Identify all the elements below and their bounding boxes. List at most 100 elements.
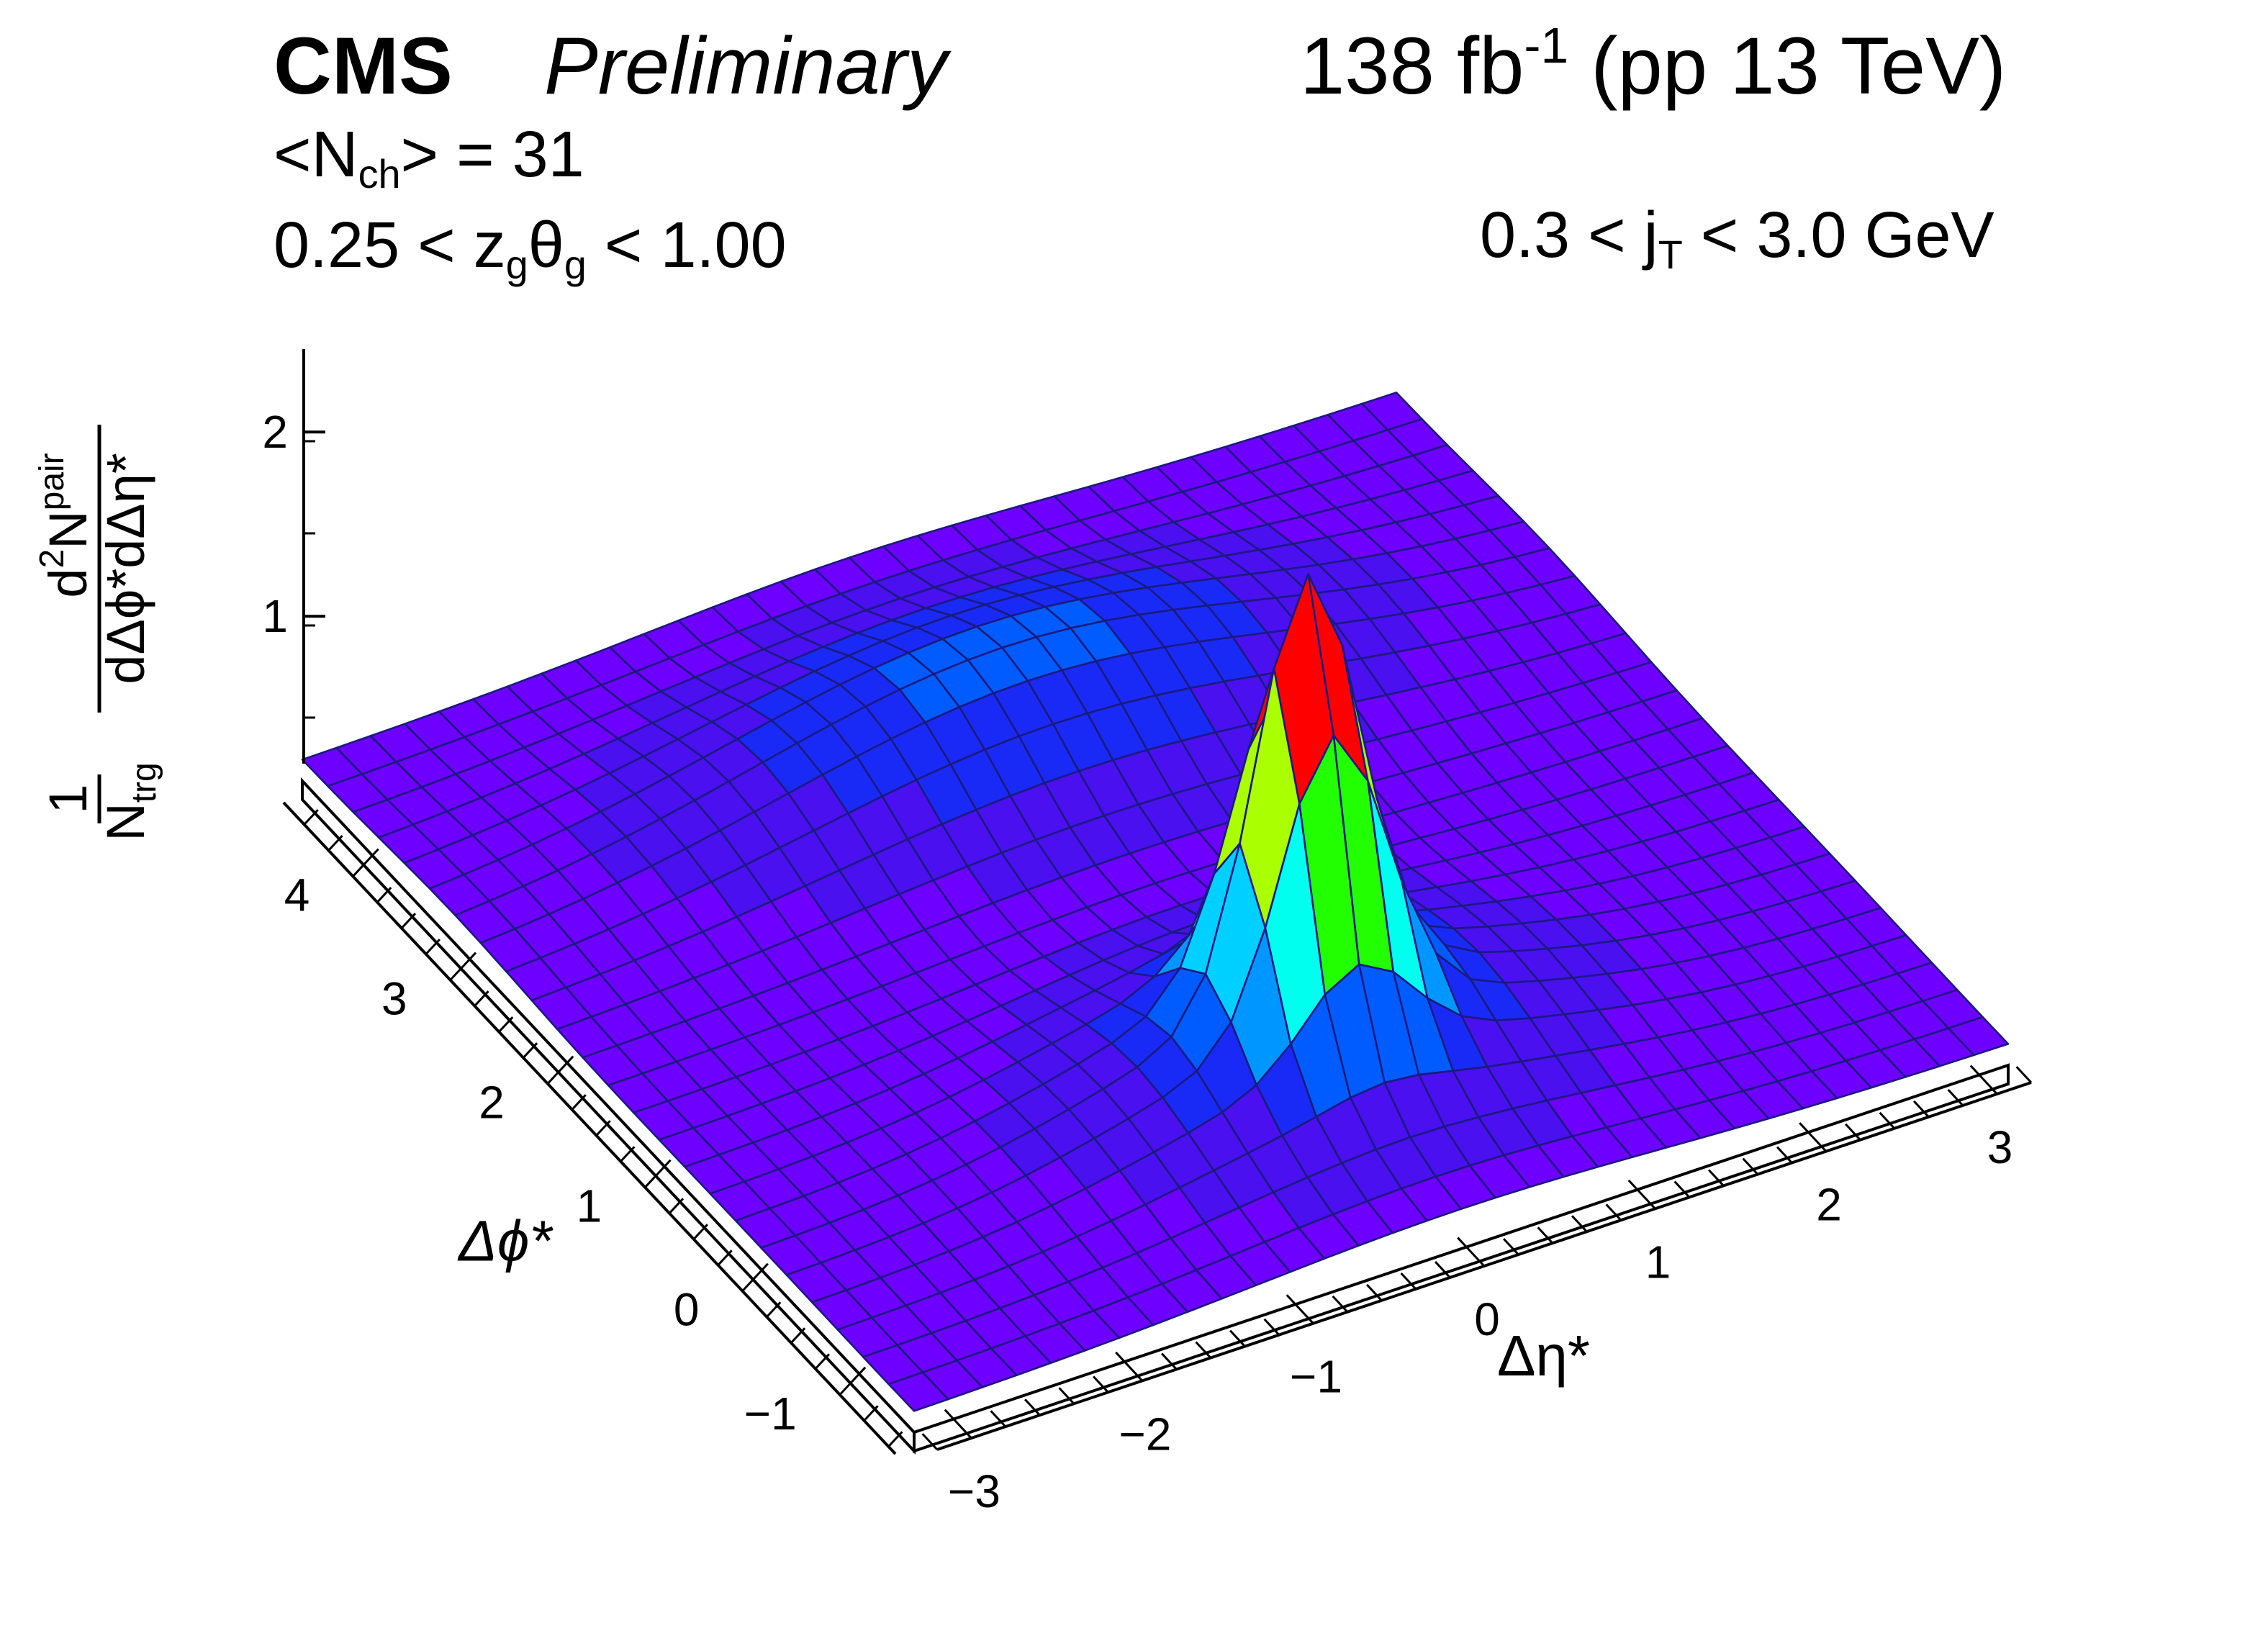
- eta-axis-minor-tick: [1366, 1283, 1383, 1301]
- eta-axis-minor-tick: [1093, 1375, 1109, 1393]
- eta-tick-label: −2: [1119, 1408, 1172, 1460]
- jt-range-low: 0.3 < j: [1480, 199, 1658, 271]
- eta-axis-minor-tick: [921, 1433, 939, 1451]
- eta-axis-minor-tick: [1537, 1226, 1554, 1244]
- jt-range-label: 0.3 < jT < 3.0 GeV: [1480, 203, 1994, 274]
- jt-range-sub: T: [1658, 231, 1683, 277]
- eta-axis-minor-tick: [1673, 1180, 1691, 1198]
- phi-tick-label: −1: [744, 1388, 797, 1440]
- eta-axis-minor-tick: [1776, 1146, 1793, 1164]
- groomed-range-theta: θ: [528, 209, 564, 281]
- eta-tick-label: −3: [948, 1465, 1000, 1517]
- phi-axis-minor-tick: [303, 809, 319, 826]
- phi-tick-label: 2: [479, 1077, 505, 1129]
- eta-axis-minor-tick: [1058, 1387, 1075, 1405]
- phi-axis-minor-tick: [790, 1327, 806, 1344]
- multiplicity-label: <Nch> = 31: [274, 122, 584, 194]
- multiplicity-open: <N: [274, 119, 358, 191]
- phi-axis-tick: [352, 848, 379, 877]
- phi-axis-minor-tick: [887, 1431, 903, 1447]
- phi-axis-minor-tick: [766, 1301, 782, 1318]
- eta-axis-minor-tick: [1332, 1295, 1349, 1313]
- phi-axis-minor-tick: [668, 1198, 685, 1214]
- eta-axis-minor-tick: [1605, 1203, 1622, 1221]
- surface-cell: [1947, 1016, 2010, 1057]
- eta-axis-minor-tick: [1024, 1398, 1041, 1416]
- phi-axis-tick: [644, 1159, 672, 1188]
- eta-axis-minor-tick: [1571, 1215, 1588, 1233]
- phi-tick-label: 4: [284, 869, 310, 921]
- multiplicity-close: > = 31: [400, 119, 584, 191]
- eta-tick-label: −1: [1290, 1351, 1342, 1403]
- surface-mesh: [301, 392, 2010, 1412]
- eta-axis-tick: [1799, 1122, 1827, 1152]
- eta-axis-minor-tick: [1435, 1261, 1451, 1278]
- phi-axis-minor-tick: [327, 835, 343, 851]
- z-title-num-two: d2Npair: [33, 453, 98, 597]
- z-title-num-two-n-sup: pair: [33, 453, 71, 510]
- eta-axis-minor-tick: [1229, 1329, 1246, 1347]
- eta-tick-label: 3: [1987, 1121, 2013, 1173]
- eta-axis-tick: [1286, 1294, 1314, 1324]
- luminosity-label: 138 fb-1 (pp 13 TeV): [1300, 20, 2006, 107]
- eta-axis-minor-tick: [1879, 1111, 1896, 1129]
- eta-axis-minor-tick: [1708, 1169, 1725, 1187]
- z-title-num-two-d: d: [38, 569, 98, 598]
- z-title-num-two-sup: 2: [33, 549, 71, 569]
- luminosity-condition: (pp 13 TeV): [1568, 21, 2007, 111]
- phi-axis-minor-tick: [863, 1405, 879, 1422]
- z-title-den-two: dΔϕ*dΔη*: [96, 453, 155, 684]
- phi-axis-minor-tick: [814, 1353, 831, 1370]
- groomed-range-sub2: g: [564, 241, 587, 287]
- groomed-range-sub1: g: [505, 241, 528, 287]
- status-label: Preliminary: [544, 21, 948, 111]
- phi-tick-label: 3: [381, 973, 407, 1025]
- luminosity-exponent: -1: [1524, 17, 1569, 73]
- eta-axis-minor-tick: [1947, 1088, 1964, 1106]
- eta-axis-minor-tick: [1845, 1123, 1861, 1141]
- z-title-den-one-n: N: [96, 803, 155, 841]
- eta-tick-label: 1: [1645, 1236, 1671, 1288]
- experiment-label: CMS: [274, 21, 453, 111]
- phi-axis-minor-tick: [425, 939, 441, 955]
- phi-axis-tick: [546, 1055, 574, 1085]
- phi-axis-minor-tick: [400, 913, 417, 929]
- phi-axis-tick: [839, 1366, 867, 1396]
- eta-axis-minor-tick: [1400, 1272, 1417, 1290]
- eta-axis-tick: [1627, 1179, 1656, 1210]
- eta-axis-minor-tick: [1263, 1318, 1280, 1336]
- phi-tick-label: 0: [674, 1284, 700, 1336]
- phi-tick-label: 1: [577, 1180, 602, 1232]
- plot-floor: [301, 777, 2010, 1455]
- eta-axis-minor-tick: [1503, 1238, 1519, 1256]
- plot-axes: 1 2 −1 0 1 2 3 4 Δϕ* −3 −2 −1 0 1 2 3 Δη*: [262, 349, 2033, 1517]
- eta-axis-minor-tick: [1742, 1157, 1759, 1175]
- floor-edge-eta: [913, 1063, 2010, 1453]
- eta-axis-tick: [1969, 1065, 1998, 1095]
- eta-axis-minor-tick: [1913, 1100, 1930, 1118]
- luminosity-value: 138 fb: [1300, 21, 1524, 111]
- eta-axis-minor-tick: [990, 1410, 1007, 1428]
- eta-tick-label: 0: [1474, 1293, 1500, 1345]
- phi-axis-title: Δϕ*: [457, 1208, 554, 1273]
- eta-axis-minor-tick: [2015, 1066, 2033, 1084]
- jt-range-high: < 3.0 GeV: [1682, 199, 1994, 271]
- z-title-num-two-n: N: [38, 510, 98, 548]
- phi-axis-minor-tick: [692, 1224, 708, 1240]
- phi-axis-minor-tick: [717, 1249, 733, 1266]
- phi-axis-tick: [741, 1262, 769, 1292]
- z-title-num-one: 1: [38, 784, 98, 813]
- phi-axis-minor-tick: [498, 1016, 514, 1033]
- phi-axis-line: [282, 801, 897, 1455]
- phi-axis-minor-tick: [620, 1146, 636, 1162]
- eta-axis-tick: [1457, 1237, 1486, 1267]
- eta-axis-minor-tick: [1161, 1352, 1178, 1370]
- eta-axis-tick: [1115, 1351, 1144, 1382]
- z-title-den-one-sub: trg: [125, 762, 163, 803]
- eta-axis-minor-tick: [1195, 1341, 1212, 1359]
- phi-axis-minor-tick: [376, 887, 392, 903]
- phi-axis-minor-tick: [571, 1094, 587, 1111]
- eta-tick-label: 2: [1816, 1179, 1842, 1231]
- phi-axis-minor-tick: [595, 1120, 611, 1136]
